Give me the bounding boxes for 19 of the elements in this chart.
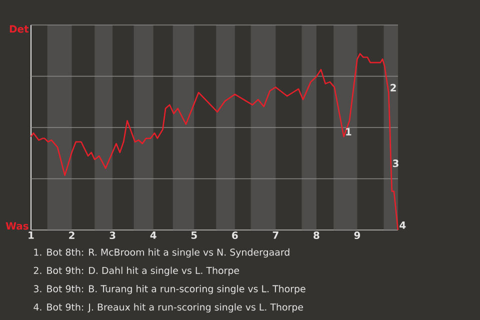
- x-tick-label: 3: [110, 232, 116, 240]
- text: Was: [6, 222, 28, 230]
- x-tick-label: 9: [354, 232, 360, 240]
- text: 4. Bot 9th: J. Breaux hit a run-scoring single vs L. Thorpe: [34, 303, 303, 312]
- x-tick-label: 2: [69, 232, 74, 239]
- text: 3. Bot 9th: B. Turang hit a run-scoring single vs L. Thorpe: [34, 285, 306, 294]
- x-tick-label: 1: [28, 232, 34, 239]
- annotation: 4: [400, 222, 406, 229]
- text: Det: [10, 25, 29, 33]
- annotation: 2: [390, 84, 396, 92]
- text: 2. Bot 9th: D. Dahl hit a single vs L. Thorpe: [34, 266, 240, 276]
- x-tick-label: 5: [191, 232, 197, 239]
- text: 1. Bot 8th: R. McBroom hit a single vs N. Syndergaard: [34, 248, 290, 258]
- annotation: 1: [346, 128, 352, 136]
- x-tick-label: 7: [272, 232, 278, 239]
- x-tick-label: 8: [314, 232, 320, 240]
- x-tick-label: 6: [232, 232, 238, 240]
- annotation: 3: [392, 160, 398, 168]
- x-tick-label: 4: [150, 232, 156, 239]
